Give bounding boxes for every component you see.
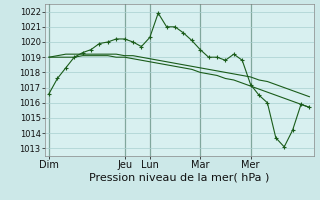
X-axis label: Pression niveau de la mer( hPa ): Pression niveau de la mer( hPa ) (89, 173, 269, 183)
